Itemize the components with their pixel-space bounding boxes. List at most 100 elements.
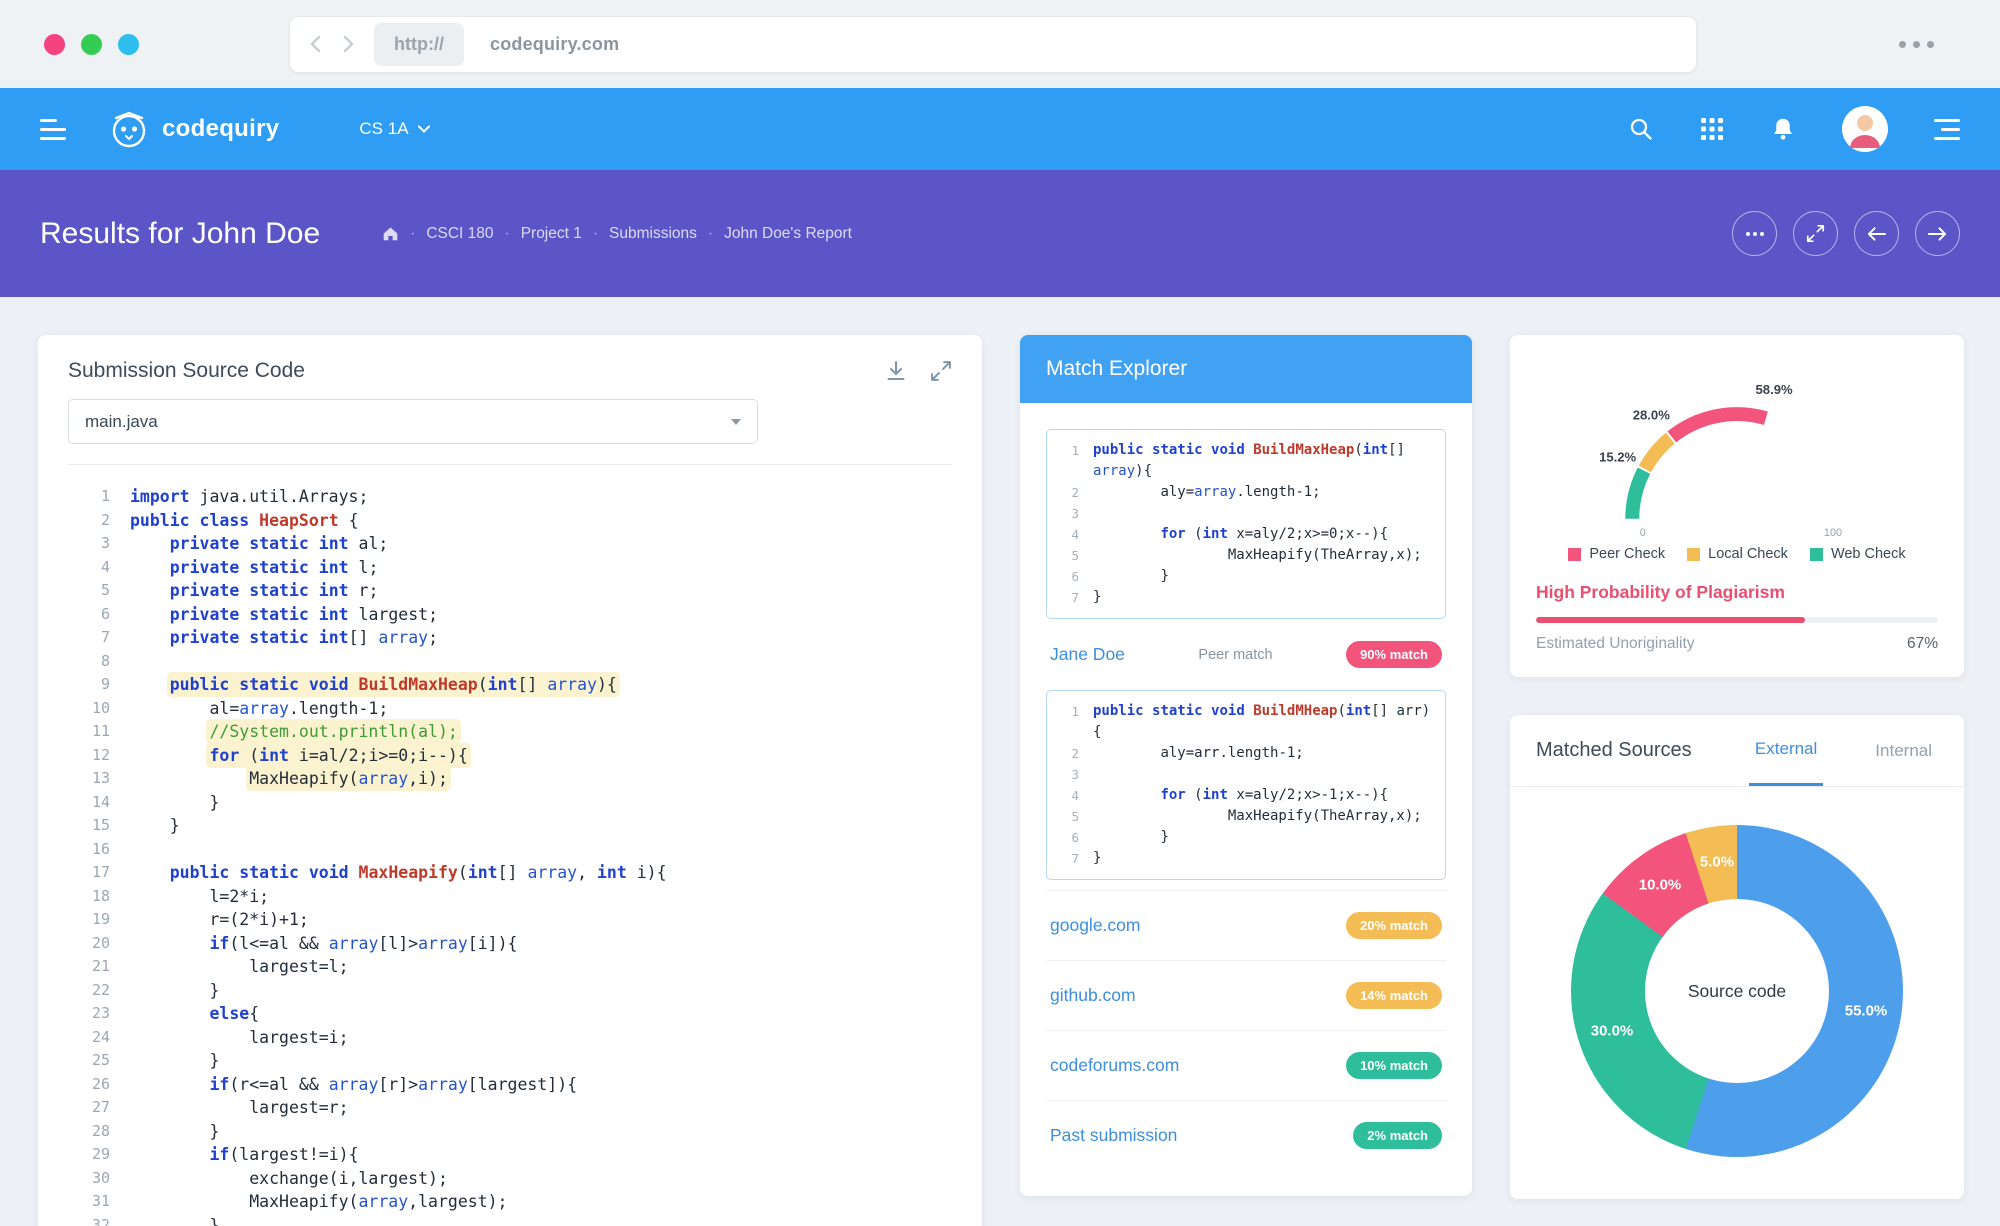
- home-icon[interactable]: [382, 225, 399, 242]
- download-icon[interactable]: [884, 359, 908, 383]
- match-source-link[interactable]: github.com: [1050, 985, 1136, 1005]
- code-line: 20 if(l<=al && array[l]>array[i]){: [91, 933, 518, 953]
- donut-slice-label: 30.0%: [1590, 1022, 1634, 1040]
- browser-forward-icon[interactable]: [336, 33, 358, 55]
- peer-match-row[interactable]: Jane Doe Peer match 90% match: [1046, 619, 1446, 690]
- donut-slice-label: 55.0%: [1844, 1002, 1888, 1020]
- verdict-text: High Probability of Plagiarism: [1536, 582, 1785, 602]
- match-percent-badge: 2% match: [1353, 1122, 1442, 1149]
- notifications-bell-icon[interactable]: [1770, 116, 1796, 142]
- code-line: 17 public static void MaxHeapify(int[] a…: [91, 863, 667, 882]
- code-line: 16: [91, 839, 110, 858]
- codequiry-logo[interactable]: codequiry: [108, 108, 279, 150]
- legend-item: Web Check: [1809, 546, 1906, 562]
- matched-sources-card: Matched Sources External Internal Source…: [1510, 715, 1964, 1199]
- code-line: 5 private static int r;: [100, 581, 379, 600]
- apps-grid-icon[interactable]: [1700, 117, 1724, 141]
- match-source-link[interactable]: google.com: [1050, 915, 1141, 935]
- code-line: 4 for (int x=aly/2;x>=0;x--){: [1071, 526, 1389, 542]
- code-line: 2 public class HeapSort {: [100, 510, 359, 530]
- browser-menu-icon[interactable]: [1899, 40, 1934, 48]
- matched-sources-title: Matched Sources: [1536, 739, 1692, 761]
- unoriginality-bar-fill: [1536, 617, 1806, 623]
- code-line: 12 for (int i=al/2;i>=0;i--){: [91, 745, 468, 765]
- url-bar[interactable]: http:// codequiry.com: [289, 15, 1697, 73]
- code-line: 8: [100, 651, 110, 670]
- window-zoom-button[interactable]: [118, 33, 139, 55]
- match-explorer-title: Match Explorer: [1020, 335, 1472, 403]
- code-line: 6 }: [1071, 568, 1169, 584]
- unoriginality-bar: [1536, 617, 1938, 623]
- code-line: 6 }: [1071, 829, 1169, 845]
- fullscreen-button[interactable]: [1793, 211, 1838, 256]
- match-explorer-card: Match Explorer 1 public static void Build…: [1020, 335, 1472, 1196]
- peer-match-type: Peer match: [1198, 646, 1273, 663]
- code-line: 28 }: [91, 1121, 220, 1141]
- url-domain[interactable]: codequiry.com: [489, 33, 620, 54]
- previous-report-button[interactable]: [1854, 211, 1899, 256]
- right-menu-icon[interactable]: [1934, 118, 1960, 140]
- match-source-link[interactable]: Past submission: [1050, 1125, 1178, 1145]
- match-source-row[interactable]: Past submission 2% match: [1046, 1100, 1446, 1170]
- code-line: 3: [1071, 767, 1079, 782]
- code-line: 32 }: [91, 1215, 220, 1226]
- donut-slice-label: 10.0%: [1638, 876, 1682, 894]
- peer-match-badge: 90% match: [1346, 641, 1442, 668]
- gauge-legend: Peer Check Local Check Web Check: [1536, 546, 1938, 562]
- match-source-row[interactable]: github.com 14% match: [1046, 960, 1446, 1030]
- url-protocol: http://: [374, 22, 464, 66]
- svg-text:15.2%: 15.2%: [1599, 449, 1636, 464]
- match-source-row[interactable]: codeforums.com 10% match: [1046, 1030, 1446, 1100]
- code-line: 9 public static void BuildMaxHeap(int[] …: [100, 675, 617, 694]
- match-source-list: google.com 20% match github.com 14% match co…: [1046, 890, 1446, 1170]
- tab-internal[interactable]: Internal: [1875, 740, 1932, 760]
- code-line: 30 exchange(i,largest);: [91, 1168, 448, 1188]
- svg-text:28.0%: 28.0%: [1633, 408, 1670, 423]
- match-source-link[interactable]: codeforums.com: [1050, 1055, 1180, 1075]
- submission-source-card: Submission Source Code main.java 1 import…: [38, 335, 982, 1226]
- page-title: Results for John Doe: [40, 216, 321, 250]
- donut-slice-label: 5.0%: [1699, 853, 1735, 871]
- breadcrumb-item[interactable]: Project 1: [520, 224, 582, 242]
- breadcrumb-item[interactable]: CSCI 180: [426, 224, 494, 242]
- browser-back-icon[interactable]: [306, 33, 328, 55]
- chevron-down-icon: [417, 125, 430, 133]
- code-line: 23 else{: [91, 1004, 260, 1023]
- overview-card: 15.2% 28.0% 58.9% 0 100 Peer Check Local Chec…: [1510, 335, 1964, 677]
- breadcrumb-item[interactable]: Submissions: [609, 224, 697, 242]
- search-icon[interactable]: [1628, 116, 1654, 142]
- legend-item: Local Check: [1687, 546, 1788, 562]
- source-card-title: Submission Source Code: [68, 359, 305, 382]
- window-minimize-button[interactable]: [81, 33, 102, 55]
- code-line: 1 public static void BuildMHeap(int[] arr…: [1071, 703, 1431, 740]
- code-line: 7}: [1071, 589, 1102, 605]
- code-line: 18 l=2*i;: [91, 886, 270, 906]
- svg-text:58.9%: 58.9%: [1756, 382, 1793, 397]
- tab-external[interactable]: External: [1748, 715, 1824, 786]
- code-line: 22 }: [91, 980, 220, 1000]
- code-line: 3 private static int al;: [100, 534, 389, 553]
- code-line: 21 largest=l;: [91, 957, 349, 976]
- svg-text:0: 0: [1640, 527, 1646, 538]
- code-line: 1 import java.util.Arrays;: [100, 487, 369, 506]
- match-source-row[interactable]: google.com 20% match: [1046, 890, 1446, 960]
- hamburger-menu-icon[interactable]: [40, 118, 66, 140]
- match-percent-badge: 14% match: [1346, 982, 1442, 1009]
- more-options-button[interactable]: [1732, 211, 1777, 256]
- dropdown-caret-icon: [731, 418, 741, 425]
- gauge-chart: 15.2% 28.0% 58.9% 0 100: [1599, 382, 1842, 538]
- peer-name-link[interactable]: Jane Doe: [1050, 644, 1125, 664]
- expand-icon: [1806, 224, 1825, 243]
- next-report-button[interactable]: [1915, 211, 1960, 256]
- code-line: 4 for (int x=aly/2;x>-1;x--){: [1071, 787, 1389, 803]
- code-line: 27 largest=r;: [91, 1098, 349, 1117]
- code-line: 25 }: [91, 1051, 220, 1070]
- breadcrumb-item[interactable]: John Doe's Report: [724, 224, 852, 242]
- donut-center-label: Source code: [1645, 899, 1829, 1083]
- expand-code-icon[interactable]: [930, 360, 952, 382]
- user-avatar[interactable]: [1842, 106, 1888, 152]
- code-line: 24 largest=i;: [91, 1027, 349, 1047]
- course-selector[interactable]: CS 1A: [359, 119, 430, 139]
- file-select-dropdown[interactable]: main.java: [68, 399, 758, 444]
- window-close-button[interactable]: [44, 33, 65, 55]
